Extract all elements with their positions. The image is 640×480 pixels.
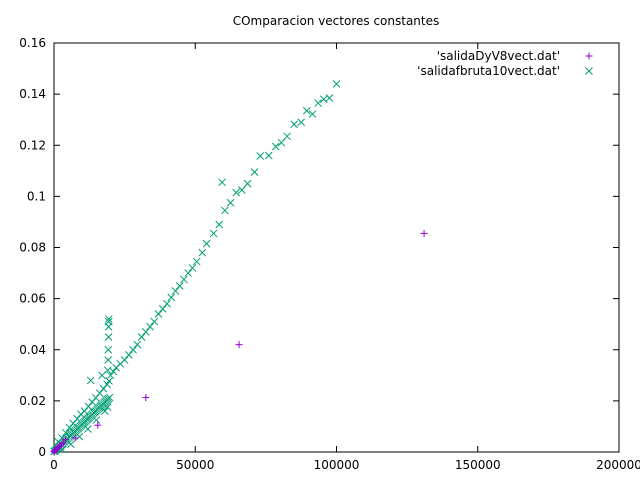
data-point-fbruta bbox=[202, 239, 211, 248]
legend-marker bbox=[585, 52, 593, 60]
data-point-dyv bbox=[94, 421, 102, 429]
data-point-fbruta bbox=[95, 389, 104, 398]
data-point-fbruta bbox=[106, 371, 115, 380]
data-point-fbruta bbox=[104, 317, 113, 326]
y-tick-label: 0.1 bbox=[27, 189, 46, 203]
y-tick-label: 0.06 bbox=[19, 292, 46, 306]
data-point-fbruta bbox=[100, 407, 109, 415]
data-point-fbruta bbox=[146, 322, 154, 331]
data-point-dyv bbox=[54, 443, 62, 451]
data-point-fbruta bbox=[209, 229, 218, 238]
y-tick-label: 0.12 bbox=[19, 138, 46, 152]
data-point-fbruta bbox=[167, 293, 176, 302]
data-point-fbruta bbox=[125, 351, 133, 359]
data-point-fbruta bbox=[215, 220, 224, 229]
y-tick-label: 0.16 bbox=[19, 36, 46, 50]
data-point-fbruta bbox=[141, 328, 150, 336]
data-point-fbruta bbox=[264, 151, 273, 160]
data-point-fbruta bbox=[105, 393, 114, 402]
data-point-fbruta bbox=[67, 440, 75, 449]
data-point-fbruta bbox=[314, 99, 322, 107]
data-point-fbruta bbox=[325, 94, 334, 102]
data-point-fbruta bbox=[175, 281, 184, 290]
data-point-fbruta bbox=[109, 367, 118, 376]
data-point-fbruta bbox=[290, 120, 298, 129]
data-point-fbruta bbox=[283, 132, 291, 141]
data-point-fbruta bbox=[250, 168, 259, 176]
legend-label: 'salidafbruta10vect.dat' bbox=[417, 64, 560, 78]
data-point-fbruta bbox=[198, 248, 207, 257]
data-point-fbruta bbox=[104, 333, 113, 341]
data-point-fbruta bbox=[171, 287, 180, 295]
data-point-fbruta bbox=[104, 356, 113, 364]
data-point-fbruta bbox=[271, 142, 280, 151]
data-point-dyv bbox=[235, 341, 243, 349]
data-point-fbruta bbox=[150, 317, 159, 326]
y-tick-label: 0.14 bbox=[19, 87, 46, 101]
data-point-fbruta bbox=[133, 340, 142, 349]
data-point-fbruta bbox=[332, 80, 341, 88]
data-point-dyv bbox=[71, 434, 79, 442]
y-tick-label: 0.04 bbox=[19, 343, 46, 357]
data-point-fbruta bbox=[120, 356, 129, 364]
data-point-fbruta bbox=[58, 434, 66, 442]
data-point-fbruta bbox=[243, 179, 252, 188]
data-point-fbruta bbox=[221, 206, 229, 215]
x-tick-label: 0 bbox=[50, 458, 58, 472]
data-point-fbruta bbox=[75, 432, 84, 441]
data-point-fbruta bbox=[104, 315, 113, 323]
data-point-fbruta bbox=[192, 257, 201, 266]
data-point-dyv bbox=[57, 440, 65, 448]
data-point-fbruta bbox=[103, 403, 112, 412]
data-point-fbruta bbox=[154, 310, 163, 318]
data-point-dyv bbox=[420, 229, 428, 237]
x-tick-label: 150000 bbox=[455, 458, 501, 472]
y-tick-label: 0 bbox=[38, 445, 46, 459]
legend-label: 'salidaDyV8vect.dat' bbox=[437, 49, 560, 63]
data-point-fbruta bbox=[86, 376, 95, 385]
x-tick-label: 100000 bbox=[314, 458, 360, 472]
data-point-fbruta bbox=[297, 118, 306, 127]
data-point-fbruta bbox=[105, 377, 113, 385]
data-point-fbruta bbox=[277, 138, 286, 147]
plot-axes: 0 50000 100000 150000 200000 0 0.02 0.04 0.06 0.0… bbox=[19, 36, 640, 472]
data-point-fbruta bbox=[180, 275, 188, 284]
plot-marks bbox=[50, 80, 428, 456]
data-point-fbruta bbox=[226, 198, 235, 207]
data-point-fbruta bbox=[73, 414, 82, 423]
data-point-fbruta bbox=[238, 186, 246, 194]
x-tick-label: 200000 bbox=[596, 458, 640, 472]
data-point-fbruta bbox=[218, 178, 226, 187]
data-point-fbruta bbox=[163, 299, 171, 308]
data-point-fbruta bbox=[232, 188, 241, 197]
plot-frame bbox=[53, 42, 620, 453]
data-point-fbruta bbox=[184, 269, 193, 277]
legend: 'salidaDyV8vect.dat''salidafbruta10vect.… bbox=[417, 49, 593, 78]
data-point-fbruta bbox=[308, 110, 317, 118]
y-tick-label: 0.08 bbox=[19, 241, 46, 255]
chart-title: COmparacion vectores constantes bbox=[233, 14, 440, 28]
data-point-fbruta bbox=[92, 416, 101, 424]
data-point-fbruta bbox=[84, 425, 92, 433]
data-point-fbruta bbox=[137, 333, 146, 341]
legend-marker bbox=[585, 67, 593, 75]
data-point-fbruta bbox=[104, 345, 113, 354]
x-tick-label: 50000 bbox=[176, 458, 214, 472]
data-point-fbruta bbox=[256, 152, 265, 160]
data-point-fbruta bbox=[188, 264, 197, 272]
y-tick-label: 0.02 bbox=[19, 394, 46, 408]
data-point-fbruta bbox=[158, 304, 167, 313]
data-point-fbruta bbox=[302, 106, 311, 115]
data-point-dyv bbox=[142, 394, 150, 402]
data-point-fbruta bbox=[62, 428, 70, 437]
data-point-dyv bbox=[62, 436, 70, 444]
data-point-fbruta bbox=[129, 345, 137, 354]
